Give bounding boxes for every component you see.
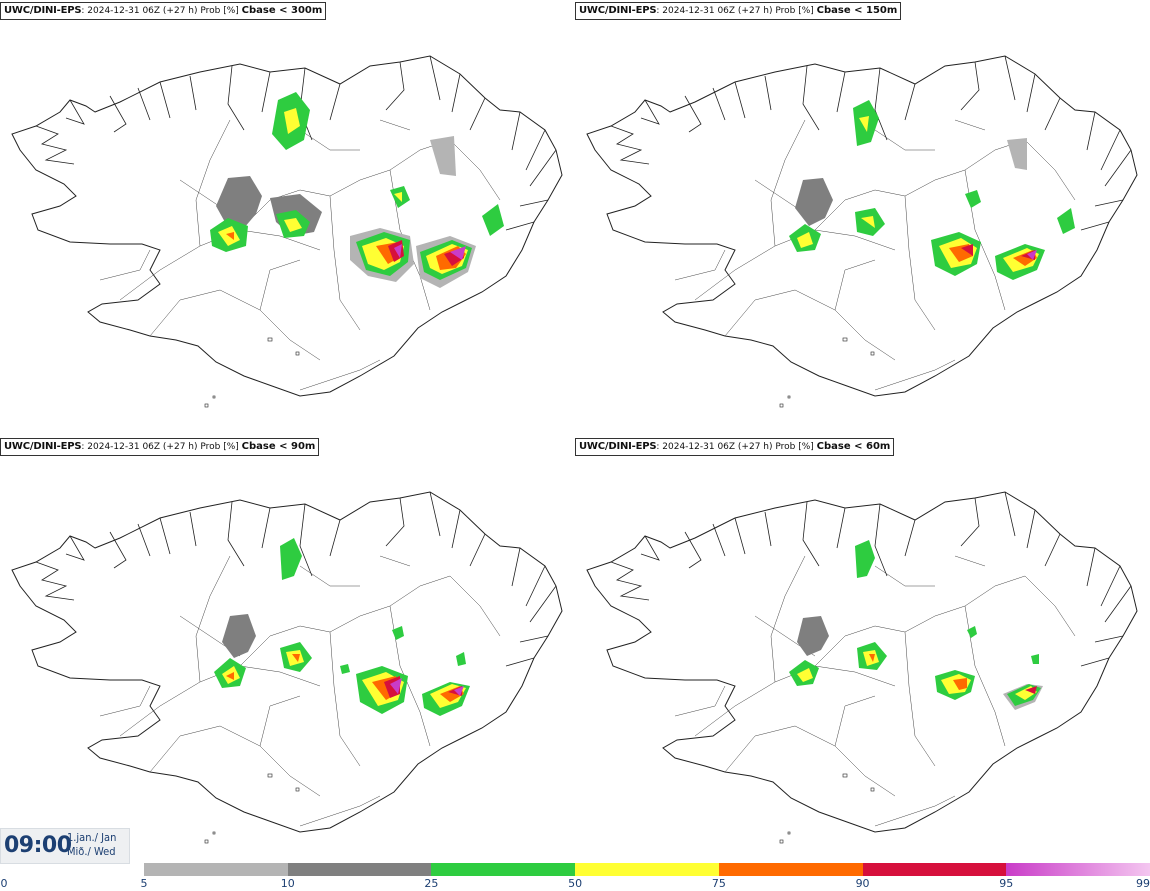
colorbar-segment — [431, 863, 576, 876]
colorbar-tick-label: 25 — [424, 877, 439, 890]
colorbar-tick-label: 99 — [1136, 877, 1150, 890]
valid-date: 1.jan./ Jan Mið./ Wed — [67, 831, 116, 859]
map-panel-cbase-90: UWC/DINI-EPS: 2024-12-31 06Z (+27 h) Pro… — [0, 436, 575, 866]
model-name: UWC/DINI-EPS — [4, 441, 82, 452]
iceland-map-90 — [11, 491, 563, 844]
colorbar-segment — [718, 863, 863, 876]
probability-field — [789, 540, 1043, 710]
map-panel-cbase-60: UWC/DINI-EPS: 2024-12-31 06Z (+27 h) Pro… — [575, 436, 1150, 866]
colorbar-tick-label: 10 — [280, 877, 295, 890]
colorbar — [144, 863, 1150, 876]
probability-field — [210, 92, 504, 288]
colorbar-tick-label: 95 — [999, 877, 1014, 890]
map-panel-cbase-300: UWC/DINI-EPS: 2024-12-31 06Z (+27 h) Pro… — [0, 0, 575, 430]
valid-day-label: Mið./ Wed — [67, 845, 116, 858]
colorbar-segment — [1006, 863, 1150, 876]
variable-label: Cbase < 300m — [241, 5, 323, 16]
colorbar-segment — [862, 863, 1007, 876]
panel-title: UWC/DINI-EPS: 2024-12-31 06Z (+27 h) Pro… — [0, 2, 327, 20]
run-info: 2024-12-31 06Z (+27 h) Prob [%] — [662, 442, 814, 452]
colorbar-tick-label: 75 — [711, 877, 726, 890]
run-info: 2024-12-31 06Z (+27 h) Prob [%] — [87, 442, 239, 452]
model-name: UWC/DINI-EPS — [579, 441, 657, 452]
colorbar-tick-label: 90 — [855, 877, 870, 890]
run-info: 2024-12-31 06Z (+27 h) Prob [%] — [87, 6, 239, 16]
model-name: UWC/DINI-EPS — [579, 5, 657, 16]
variable-label: Cbase < 150m — [816, 5, 898, 16]
valid-time-box: 09:00 1.jan./ Jan Mið./ Wed — [0, 828, 130, 864]
iceland-map-300 — [11, 55, 563, 408]
panel-title: UWC/DINI-EPS: 2024-12-31 06Z (+27 h) Pro… — [575, 2, 902, 20]
run-info: 2024-12-31 06Z (+27 h) Prob [%] — [662, 6, 814, 16]
colorbar-tick-label: 5 — [140, 877, 148, 890]
colorbar-segment — [575, 863, 719, 876]
probability-field — [214, 538, 470, 716]
probability-field — [789, 100, 1075, 280]
colorbar-segment — [287, 863, 432, 876]
variable-label: Cbase < 60m — [816, 441, 891, 452]
colorbar-tick-label: 50 — [568, 877, 583, 890]
map-panel-cbase-150: UWC/DINI-EPS: 2024-12-31 06Z (+27 h) Pro… — [575, 0, 1150, 430]
colorbar-segment — [144, 863, 288, 876]
iceland-map-60 — [586, 491, 1138, 844]
model-name: UWC/DINI-EPS — [4, 5, 82, 16]
iceland-map-150 — [586, 55, 1138, 408]
colorbar-tick-label: 0 — [0, 877, 8, 890]
variable-label: Cbase < 90m — [241, 441, 316, 452]
panel-title: UWC/DINI-EPS: 2024-12-31 06Z (+27 h) Pro… — [0, 438, 320, 456]
valid-date-label: 1.jan./ Jan — [67, 831, 117, 844]
panel-title: UWC/DINI-EPS: 2024-12-31 06Z (+27 h) Pro… — [575, 438, 895, 456]
valid-time: 09:00 — [4, 833, 72, 858]
